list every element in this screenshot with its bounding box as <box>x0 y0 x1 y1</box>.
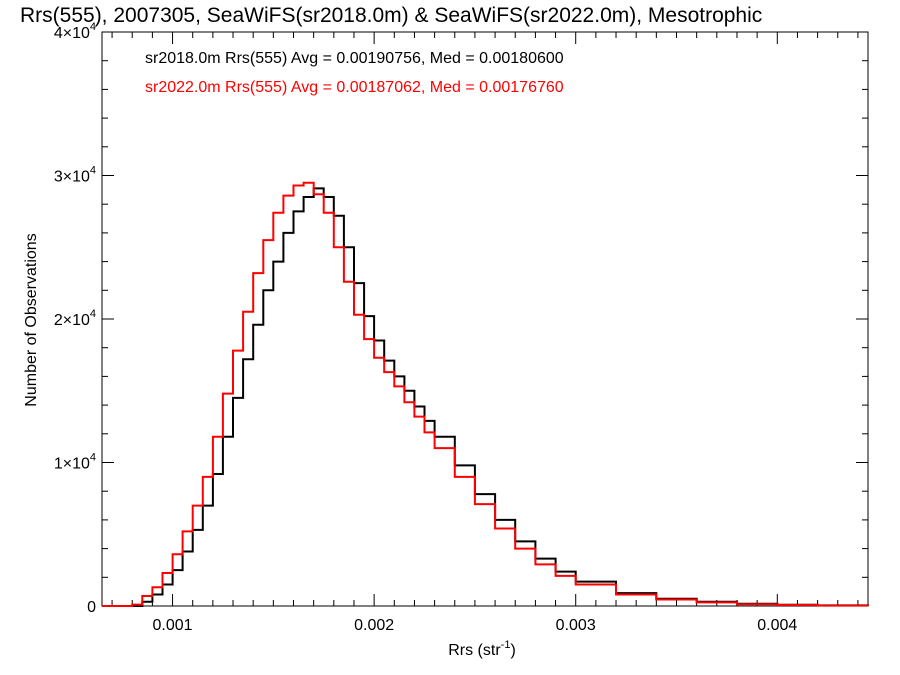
y-tick-label: 3×104 <box>54 165 96 186</box>
y-axis-label: Number of Observations <box>23 233 40 406</box>
chart-title: Rrs(555), 2007305, SeaWiFS(sr2018.0m) & … <box>20 4 762 27</box>
x-tick-label: 0.001 <box>153 617 193 634</box>
y-tick-label: 4×104 <box>54 21 96 42</box>
x-axis-label-superscript: -1 <box>501 639 511 651</box>
x-tick-label: 0.002 <box>354 617 394 634</box>
x-axis-label-close: ) <box>510 642 515 659</box>
legend-entry-sr2018: sr2018.0m Rrs(555) Avg = 0.00190756, Med… <box>145 50 564 67</box>
series-layer <box>102 181 869 607</box>
plot-frame <box>101 31 869 607</box>
legend-entry-sr2022: sr2022.0m Rrs(555) Avg = 0.00187062, Med… <box>145 79 564 96</box>
series-line-sr2022 <box>102 181 869 607</box>
y-tick-label: 0 <box>87 599 96 616</box>
y-tick-label: 2×104 <box>54 308 96 329</box>
series-line-sr2018 <box>102 187 869 607</box>
x-axis-label: Rrs (str-1) <box>448 639 516 659</box>
x-axis-ticks: 0.001 0.002 0.003 0.004 <box>111 32 859 634</box>
y-tick-label: 1×104 <box>54 452 96 473</box>
x-axis-label-text: Rrs (str <box>448 642 501 659</box>
x-tick-label: 0.003 <box>556 617 596 634</box>
y-axis-ticks: 0 1×104 2×104 3×104 4×104 <box>54 21 868 616</box>
x-tick-label: 0.004 <box>757 617 797 634</box>
plot-border <box>101 31 869 607</box>
